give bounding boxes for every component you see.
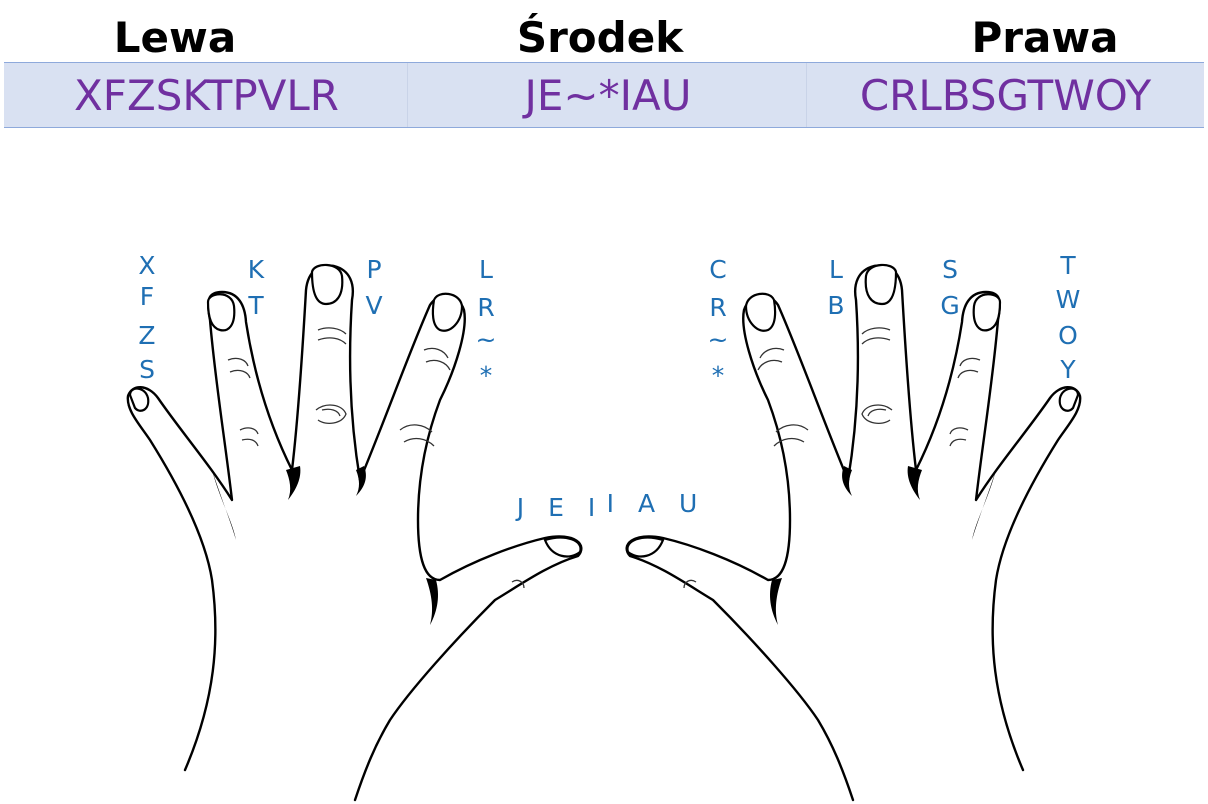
- sequence-band: XFZSKTPVLR JE~*IAU CRLBSGTWOY: [4, 62, 1204, 128]
- label-right-index-2: R: [709, 293, 726, 322]
- header-left: Lewa: [113, 13, 237, 62]
- label-right-ring-2: G: [940, 291, 959, 320]
- label-right-index-1: C: [709, 255, 726, 284]
- header-middle: Środek: [516, 13, 684, 62]
- label-left-pinky-1: X: [138, 251, 155, 280]
- sequence-middle: JE~*IAU: [524, 71, 692, 120]
- label-right-middle-1: L: [829, 255, 843, 284]
- label-right-index-3: ~: [708, 325, 729, 354]
- band-divider: [407, 63, 408, 127]
- label-left-index-3: ~: [476, 325, 497, 354]
- label-right-index-4: *: [712, 361, 725, 390]
- left-hand: [126, 263, 583, 802]
- label-right-pinky-1: T: [1059, 251, 1076, 280]
- label-left-middle-1: P: [366, 255, 381, 284]
- label-right-pinky-3: O: [1058, 321, 1078, 350]
- label-left-pinky-4: S: [139, 355, 155, 384]
- label-right-pinky-4: Y: [1059, 355, 1076, 384]
- sequence-left: XFZSKTPVLR: [74, 71, 339, 120]
- label-left-index-1: L: [479, 255, 493, 284]
- label-left-index-4: *: [480, 361, 493, 390]
- label-left-ring-1: K: [248, 255, 265, 284]
- right-hand: [625, 263, 1082, 802]
- label-left-ring-2: T: [247, 291, 264, 320]
- label-right-pinky-2: W: [1056, 285, 1081, 314]
- label-left-middle-2: V: [365, 291, 382, 320]
- band-divider: [806, 63, 807, 127]
- label-left-index-2: R: [477, 293, 494, 322]
- label-left-pinky-3: Z: [138, 321, 155, 350]
- label-left-thumb: J E I: [515, 493, 603, 522]
- label-right-thumb: I A U: [607, 489, 706, 518]
- label-right-middle-2: B: [827, 291, 844, 320]
- label-left-pinky-2: F: [140, 282, 154, 311]
- header-right: Prawa: [971, 13, 1119, 62]
- sequence-right: CRLBSGTWOY: [859, 71, 1152, 120]
- label-right-ring-1: S: [942, 255, 958, 284]
